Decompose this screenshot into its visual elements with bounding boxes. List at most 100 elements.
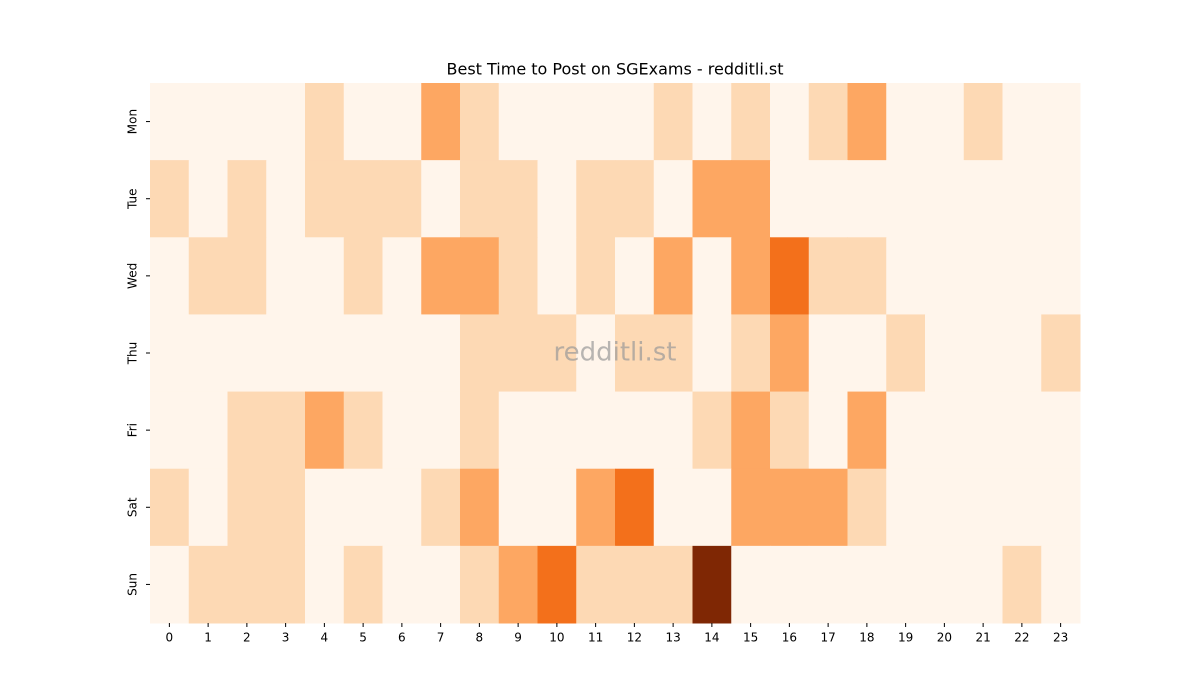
heat-cell bbox=[886, 468, 926, 547]
chart-title: Best Time to Post on SGExams - redditli.… bbox=[447, 60, 784, 79]
heat-cell bbox=[188, 545, 228, 624]
heat-cell bbox=[150, 391, 190, 470]
heat-cell bbox=[188, 314, 228, 393]
heat-cell bbox=[731, 468, 771, 547]
heat-cell bbox=[576, 314, 616, 393]
heat-cell bbox=[615, 545, 655, 624]
heat-cell bbox=[1041, 160, 1081, 238]
heat-cell bbox=[343, 83, 383, 161]
heat-cell bbox=[421, 468, 461, 547]
heat-cell bbox=[653, 83, 693, 161]
heat-cell bbox=[150, 468, 190, 547]
heat-cell bbox=[847, 468, 887, 547]
heat-cell bbox=[305, 391, 345, 470]
heat-cell bbox=[343, 391, 383, 470]
heat-cell bbox=[188, 468, 228, 547]
heat-cell bbox=[498, 468, 538, 547]
x-tick-label: 20 bbox=[937, 631, 952, 645]
heat-cell bbox=[382, 468, 422, 547]
heat-cell bbox=[266, 314, 306, 393]
y-tick-label: Thu bbox=[126, 342, 140, 366]
heat-cell bbox=[188, 160, 228, 238]
heat-cell bbox=[576, 160, 616, 238]
heat-cell bbox=[1041, 545, 1081, 624]
heat-cell bbox=[537, 160, 577, 238]
heat-cell bbox=[847, 545, 887, 624]
heat-cell bbox=[1041, 468, 1081, 547]
heat-cell bbox=[925, 160, 965, 238]
heat-cell bbox=[421, 314, 461, 393]
heat-cell bbox=[963, 237, 1003, 315]
heat-cell bbox=[460, 237, 500, 315]
heat-cell bbox=[653, 314, 693, 393]
heat-cell bbox=[692, 83, 732, 161]
heat-cell bbox=[731, 160, 771, 238]
x-tick-label: 9 bbox=[514, 631, 522, 645]
heat-cell bbox=[770, 160, 810, 238]
heat-cell bbox=[150, 83, 190, 161]
heat-cell bbox=[576, 237, 616, 315]
heat-cell bbox=[770, 545, 810, 624]
heat-cell bbox=[615, 468, 655, 547]
x-tick-label: 22 bbox=[1014, 631, 1029, 645]
heat-cell bbox=[537, 237, 577, 315]
heat-cell bbox=[382, 314, 422, 393]
x-tick-label: 11 bbox=[588, 631, 603, 645]
heat-cell bbox=[305, 160, 345, 238]
heat-cell bbox=[615, 391, 655, 470]
heat-cell bbox=[653, 468, 693, 547]
heat-cell bbox=[343, 237, 383, 315]
heat-cell bbox=[421, 83, 461, 161]
x-tick-label: 18 bbox=[859, 631, 874, 645]
heat-cell bbox=[227, 83, 267, 161]
heat-cell bbox=[808, 83, 848, 161]
y-tick-label: Mon bbox=[126, 109, 140, 134]
heat-cell bbox=[808, 468, 848, 547]
heat-cell bbox=[266, 391, 306, 470]
heat-cell bbox=[886, 314, 926, 393]
heat-cell bbox=[963, 468, 1003, 547]
x-tick-label: 13 bbox=[665, 631, 680, 645]
y-tick-label: Sat bbox=[126, 497, 140, 517]
heat-cell bbox=[382, 545, 422, 624]
heat-cell bbox=[576, 83, 616, 161]
heat-cell bbox=[266, 468, 306, 547]
x-tick-label: 19 bbox=[898, 631, 913, 645]
x-tick-label: 23 bbox=[1053, 631, 1068, 645]
heat-cell bbox=[1002, 314, 1042, 393]
heat-cell bbox=[615, 314, 655, 393]
heat-cell bbox=[343, 160, 383, 238]
heat-cell bbox=[576, 391, 616, 470]
x-tick-label: 16 bbox=[782, 631, 797, 645]
heat-cell bbox=[421, 160, 461, 238]
heat-cell bbox=[498, 237, 538, 315]
heat-cell bbox=[653, 391, 693, 470]
heat-cell bbox=[305, 468, 345, 547]
heat-cell bbox=[847, 83, 887, 161]
heat-cell bbox=[963, 160, 1003, 238]
heat-cell bbox=[808, 237, 848, 315]
heat-cell bbox=[460, 545, 500, 624]
heat-cell bbox=[925, 391, 965, 470]
heat-cell bbox=[925, 314, 965, 393]
heat-cell bbox=[615, 160, 655, 238]
heat-cell bbox=[886, 391, 926, 470]
heat-cell bbox=[925, 468, 965, 547]
heat-cell bbox=[770, 237, 810, 315]
heat-cell bbox=[925, 237, 965, 315]
heat-cell bbox=[227, 314, 267, 393]
heat-cell bbox=[382, 237, 422, 315]
heat-cell bbox=[498, 83, 538, 161]
heat-cell bbox=[808, 160, 848, 238]
heat-cell bbox=[653, 545, 693, 624]
heat-cell bbox=[227, 391, 267, 470]
heat-cell bbox=[305, 314, 345, 393]
heat-cell bbox=[886, 237, 926, 315]
heat-cell bbox=[421, 391, 461, 470]
x-tick-label: 6 bbox=[398, 631, 406, 645]
heat-cell bbox=[460, 468, 500, 547]
heat-cell bbox=[925, 545, 965, 624]
x-tick-label: 0 bbox=[166, 631, 174, 645]
